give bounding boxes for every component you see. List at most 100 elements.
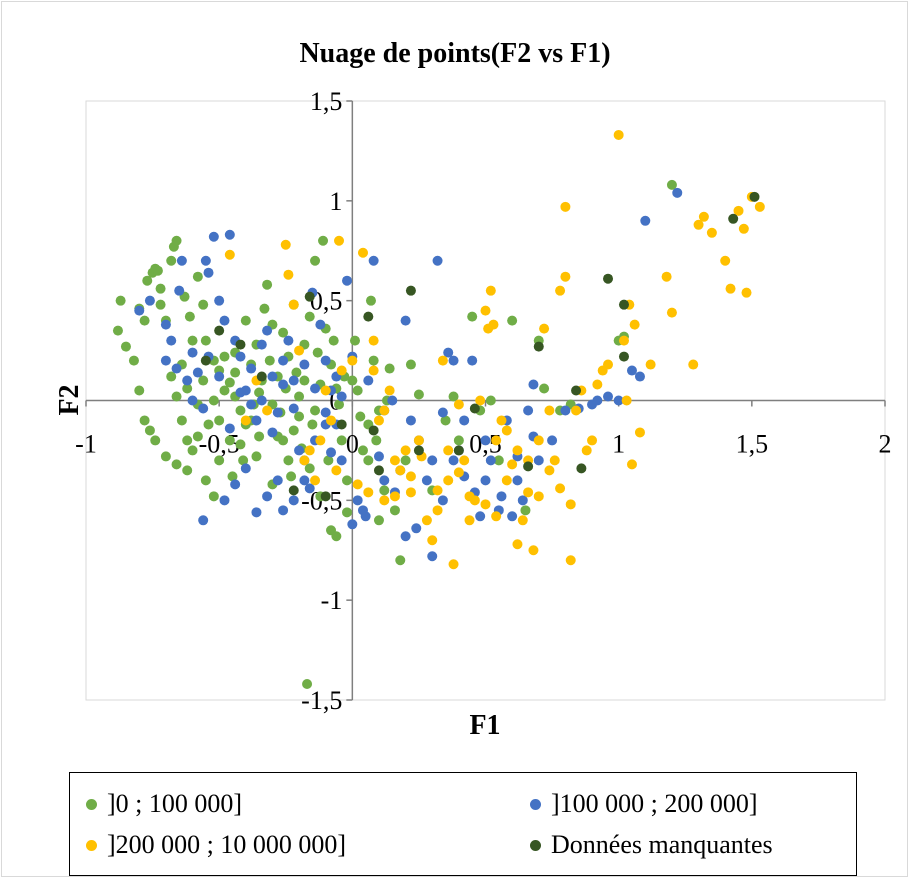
point-s1-61 xyxy=(507,511,518,522)
point-s3-5 xyxy=(304,291,315,302)
point-s0-2 xyxy=(120,341,131,352)
point-s2-97 xyxy=(464,491,475,502)
point-s0-58 xyxy=(405,359,416,370)
point-s0-78 xyxy=(134,385,145,396)
point-s0-71 xyxy=(539,383,550,394)
point-s3-1 xyxy=(214,325,225,336)
point-s0-145 xyxy=(355,411,366,422)
point-s1-99 xyxy=(437,495,448,506)
point-s2-100 xyxy=(501,425,512,436)
point-s1-94 xyxy=(379,475,390,486)
point-s0-137 xyxy=(291,367,302,378)
point-s0-85 xyxy=(187,445,198,456)
legend-marker-3 xyxy=(530,839,541,851)
point-s1-74 xyxy=(626,365,637,376)
legend-label-0: ]0 ; 100 000] xyxy=(107,789,243,818)
point-s2-43 xyxy=(488,319,499,330)
point-s2-12 xyxy=(320,385,331,396)
point-s1-123 xyxy=(320,407,331,418)
point-s3-13 xyxy=(453,445,464,456)
point-s2-67 xyxy=(618,335,629,346)
point-s2-4 xyxy=(280,239,291,250)
point-s0-39 xyxy=(304,311,315,322)
point-s2-8 xyxy=(299,455,310,466)
point-s0-67 xyxy=(493,455,504,466)
point-s1-19 xyxy=(256,339,267,350)
point-s0-1 xyxy=(112,325,123,336)
point-s1-100 xyxy=(448,455,459,466)
point-s3-8 xyxy=(363,311,374,322)
legend-marker-0 xyxy=(86,798,97,810)
point-s1-10 xyxy=(208,231,219,242)
point-s2-65 xyxy=(603,359,614,370)
point-s2-63 xyxy=(592,379,603,390)
point-s0-96 xyxy=(278,327,289,338)
point-s2-86 xyxy=(626,459,637,470)
point-s2-90 xyxy=(379,405,390,416)
point-s2-31 xyxy=(432,505,443,516)
point-s0-55 xyxy=(384,363,395,374)
point-s0-98 xyxy=(304,463,315,474)
point-s0-121 xyxy=(171,391,182,402)
point-s0-142 xyxy=(328,335,339,346)
point-s1-119 xyxy=(278,379,289,390)
point-s1-82 xyxy=(251,507,262,518)
point-s1-4 xyxy=(174,285,185,296)
point-s1-12 xyxy=(219,315,230,326)
point-s1-47 xyxy=(421,475,432,486)
point-s2-35 xyxy=(453,399,464,410)
point-s1-15 xyxy=(235,351,246,362)
point-s0-82 xyxy=(160,451,171,462)
point-s0-90 xyxy=(227,471,238,482)
point-s0-140 xyxy=(312,347,323,358)
point-s0-124 xyxy=(187,335,198,346)
point-s2-48 xyxy=(512,539,523,550)
point-s1-120 xyxy=(288,403,299,414)
point-s1-72 xyxy=(603,391,614,402)
point-s2-9 xyxy=(304,445,315,456)
point-s1-97 xyxy=(411,523,422,534)
point-s1-27 xyxy=(299,475,310,486)
point-s2-66 xyxy=(613,129,624,140)
point-s1-96 xyxy=(400,531,411,542)
point-s0-83 xyxy=(171,459,182,470)
point-s0-51 xyxy=(363,455,374,466)
point-s1-73 xyxy=(613,395,624,406)
point-s0-49 xyxy=(352,385,363,396)
chart-title: Nuage de points(F2 vs F1) xyxy=(299,38,610,69)
point-s0-12 xyxy=(166,255,177,266)
point-s2-98 xyxy=(480,499,491,510)
point-s1-86 xyxy=(288,495,299,506)
point-s0-125 xyxy=(203,419,214,430)
point-s0-9 xyxy=(155,283,166,294)
point-s0-47 xyxy=(342,475,353,486)
point-s2-71 xyxy=(645,359,656,370)
point-s1-110 xyxy=(187,395,198,406)
point-s2-106 xyxy=(565,499,576,510)
legend-item-2: ]200 000 ; 10 000 000] xyxy=(86,830,346,860)
point-s2-79 xyxy=(733,205,744,216)
point-s0-89 xyxy=(214,455,225,466)
point-s1-114 xyxy=(224,423,235,434)
point-s2-46 xyxy=(501,475,512,486)
y-tick-label-1: -1 xyxy=(321,586,343,615)
x-tick-label-5: 1,5 xyxy=(736,430,769,459)
point-s2-85 xyxy=(621,395,632,406)
point-s1-107 xyxy=(160,355,171,366)
point-s1-108 xyxy=(171,363,182,374)
point-s1-55 xyxy=(467,355,478,366)
point-s1-56 xyxy=(475,511,486,522)
point-s0-0 xyxy=(115,295,126,306)
chart-legend: ]0 ; 100 000] ]100 000 ; 200 000] ]200 0… xyxy=(69,772,857,876)
point-s0-56 xyxy=(389,505,400,516)
point-s1-26 xyxy=(294,445,305,456)
point-s1-39 xyxy=(368,255,379,266)
point-s1-5 xyxy=(176,255,187,266)
point-s0-64 xyxy=(467,311,478,322)
point-s0-19 xyxy=(200,335,211,346)
point-s0-48 xyxy=(347,375,358,386)
series-2 xyxy=(224,129,765,570)
point-s2-94 xyxy=(432,485,443,496)
